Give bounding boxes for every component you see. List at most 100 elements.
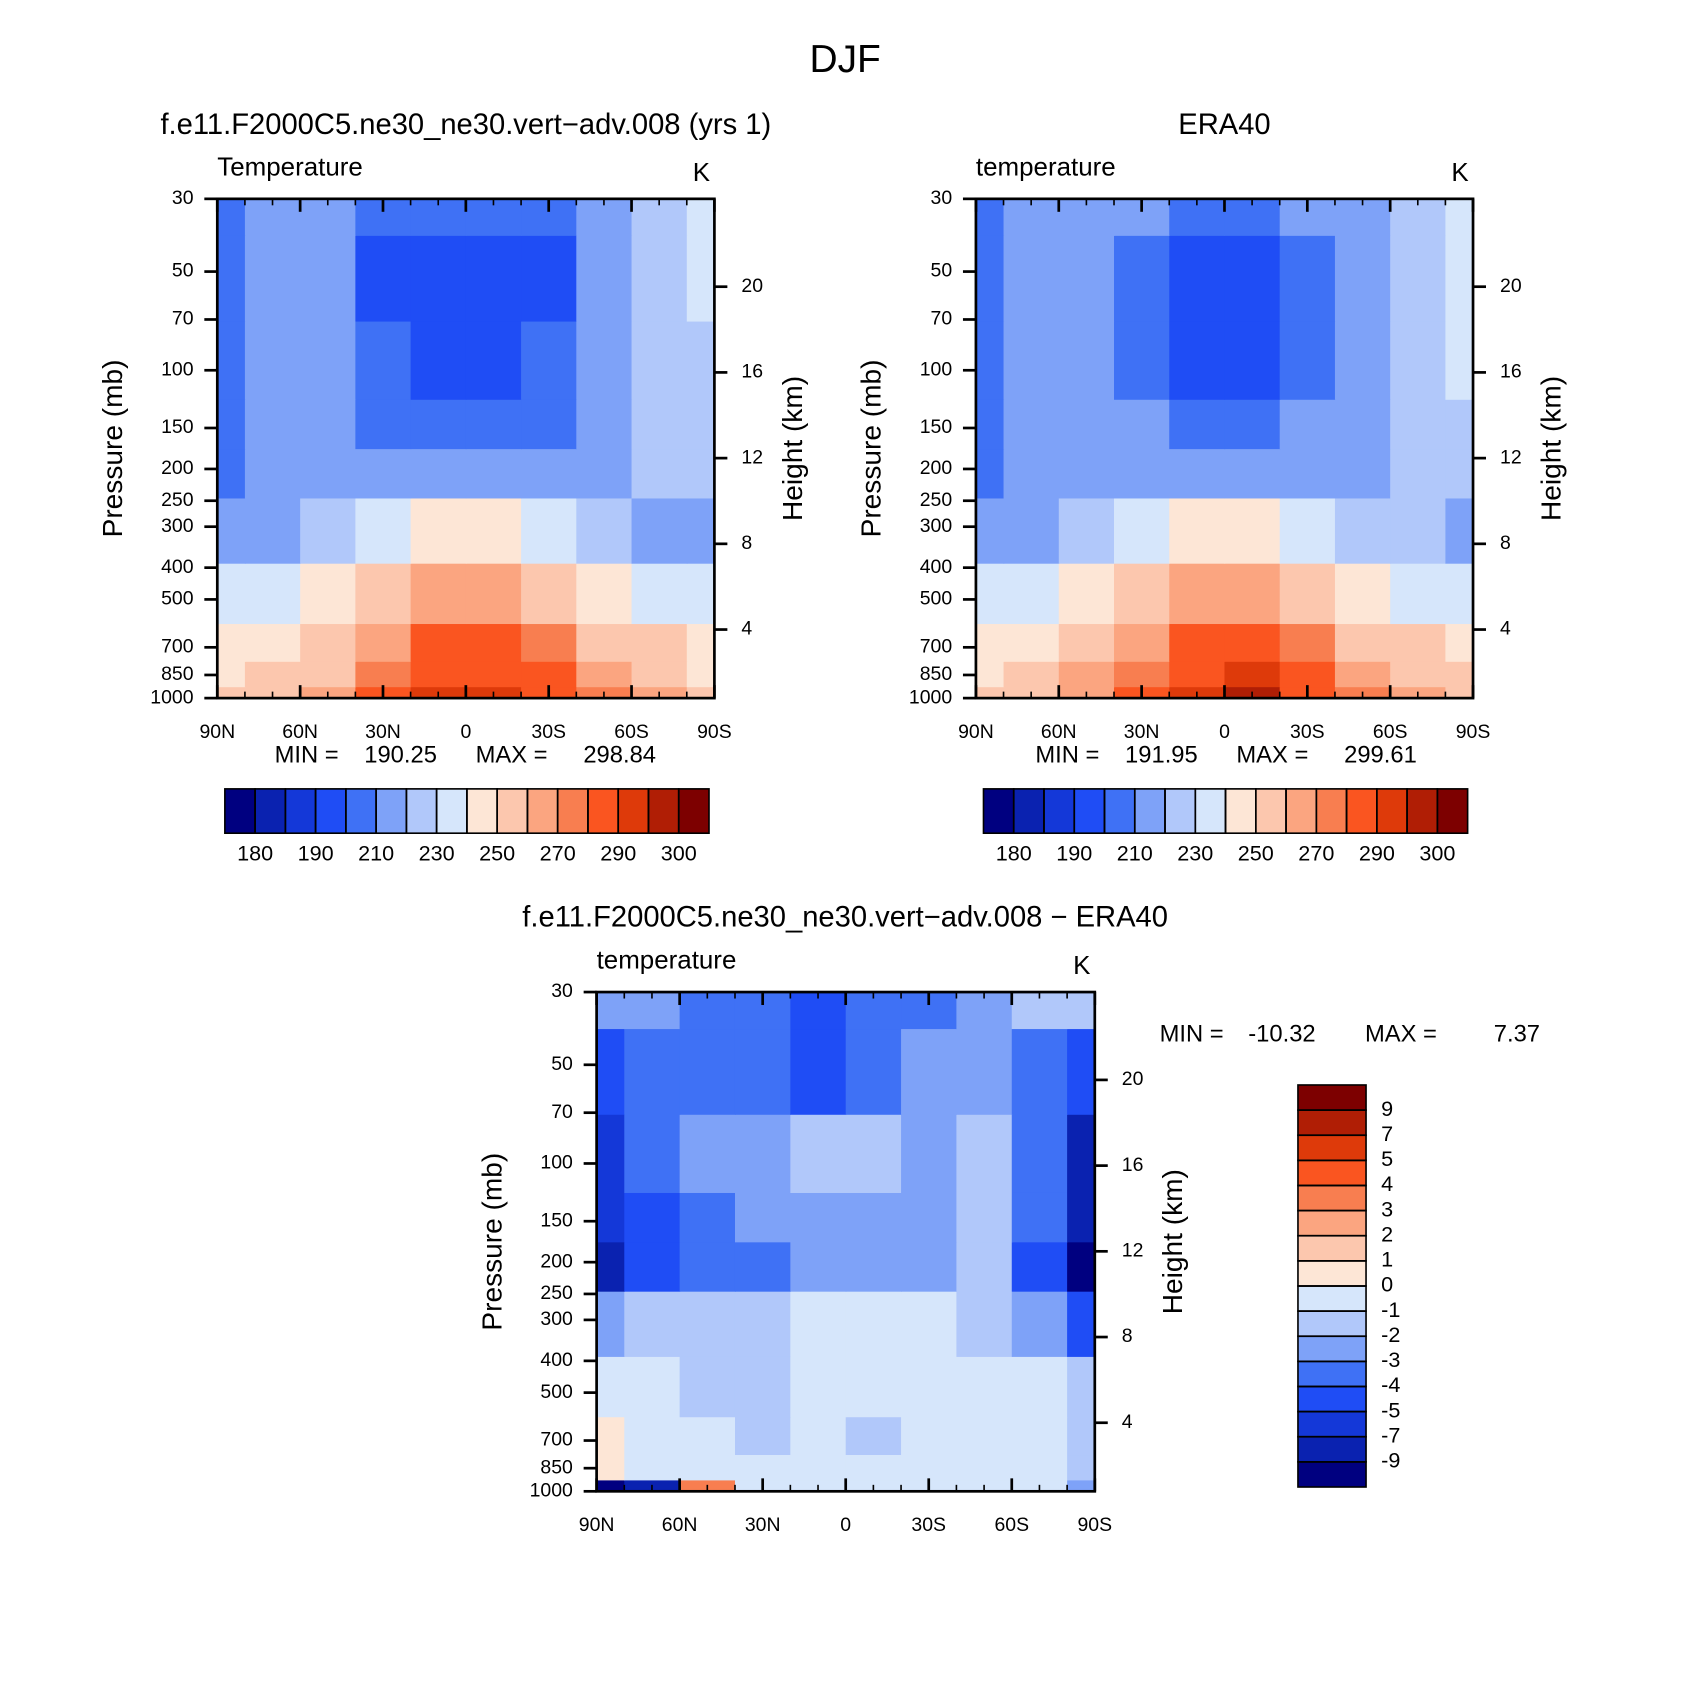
x-tick-label: 0 [1219,721,1230,743]
contour-cell [1067,1028,1096,1115]
contour-cell [1058,235,1115,322]
contour-cell [596,1192,625,1243]
colorbar-box [1297,1184,1367,1212]
y-tick-label: 500 [540,1381,573,1403]
contour-cell [1003,497,1060,564]
contour-cell [576,399,633,450]
colorbar-label: 290 [600,841,636,866]
y2-tick-label: 16 [1500,361,1522,383]
contour-cell [901,1114,958,1193]
contour-cell [1445,448,1474,499]
contour-cell [1224,235,1281,322]
contour-cell [1224,320,1281,400]
y-tick-label: 30 [551,980,573,1002]
contour-cell [734,1192,791,1243]
contour-cell [1003,235,1060,322]
contour-cell [1067,1114,1096,1193]
x-tick-label: 90N [199,721,235,743]
contour-cell [790,1291,847,1357]
subtitle: temperature [597,947,737,975]
contour-cell [624,1241,681,1292]
colorbar-label: 270 [1298,841,1334,866]
y-tick-label: 100 [540,1152,573,1174]
contour-field [975,198,1474,699]
min-max-max: 7.37 [1494,1021,1540,1048]
contour-cell [300,399,357,450]
contour-cell [679,1416,736,1456]
y-tick-label: 850 [920,663,953,685]
contour-cell [244,448,301,499]
contour-cell [1390,563,1447,625]
contour-cell [1011,1416,1068,1456]
contour-cell [1279,497,1336,564]
contour-cell [1445,399,1474,450]
colorbar-label: 4 [1381,1171,1393,1196]
contour-cell [901,1356,958,1418]
contour-cell [244,623,301,662]
colorbar-label: 180 [996,841,1032,866]
y-tick-label: 150 [540,1209,573,1231]
contour-cell [734,1291,791,1357]
y-tick-label: 200 [920,457,953,479]
contour-cell [355,320,412,400]
y-tick-label: 30 [931,187,953,209]
contour-cell [1169,448,1226,499]
y-tick-label: 1000 [150,686,193,708]
y2-tick-label: 20 [1500,275,1522,297]
y-tick-label: 150 [161,416,194,438]
contour-cell [1334,497,1391,564]
contour-cell [244,661,301,688]
y-tick-label: 50 [931,260,953,282]
colorbar-box [1376,788,1408,835]
colorbar-box [1255,788,1287,835]
contour-cell [734,1241,791,1292]
contour-cell [355,399,412,450]
x-tick-label: 60S [614,721,649,743]
contour-cell [679,1241,736,1292]
contour-cell [355,661,412,688]
colorbar-box [587,788,620,835]
colorbar-box [1297,1285,1367,1312]
contour-cell [734,1454,791,1481]
contour-cell [1224,661,1281,688]
contour-cell [631,497,688,564]
contour-cell [686,563,716,625]
contour-cell [686,320,716,400]
y-tick-label: 100 [920,358,953,380]
colorbar-box [466,788,498,835]
contour-cell [1067,1416,1096,1456]
contour-cell [521,497,577,564]
y-tick-label: 300 [161,515,194,537]
contour-cell [1334,563,1391,625]
y-tick-label: 700 [161,635,194,657]
colorbar-label: 0 [1381,1272,1393,1297]
contour-cell [1067,1241,1096,1292]
colorbar-label: 300 [1419,841,1455,866]
colorbar-label: 210 [358,841,394,866]
colorbar-label: 2 [1381,1221,1393,1246]
contour-cell [1011,1241,1068,1292]
colorbar-box [496,788,529,835]
y-axis-label: Pressure (mb) [476,1153,507,1331]
contour-cell [244,235,301,322]
contour-cell [1169,320,1226,400]
x-tick-label: 90N [579,1514,615,1536]
colorbar-label: -2 [1381,1322,1400,1347]
contour-cell [1224,563,1281,625]
contour-cell [975,686,1005,699]
contour-cell [1011,1291,1068,1357]
contour-cell [217,448,246,499]
contour-cell [596,1416,625,1456]
contour-cell [734,1028,791,1115]
contour-cell [975,320,1005,400]
contour-field [217,198,716,699]
contour-cell [521,563,577,625]
contour-cell [1334,399,1391,450]
contour-cell [975,399,1005,450]
y-tick-label: 200 [540,1250,573,1272]
contour-cell [1279,661,1336,688]
y2-tick-label: 16 [1122,1154,1144,1176]
contour-cell [790,1356,847,1418]
contour-cell [624,1291,681,1357]
y2-tick-label: 20 [741,275,763,297]
